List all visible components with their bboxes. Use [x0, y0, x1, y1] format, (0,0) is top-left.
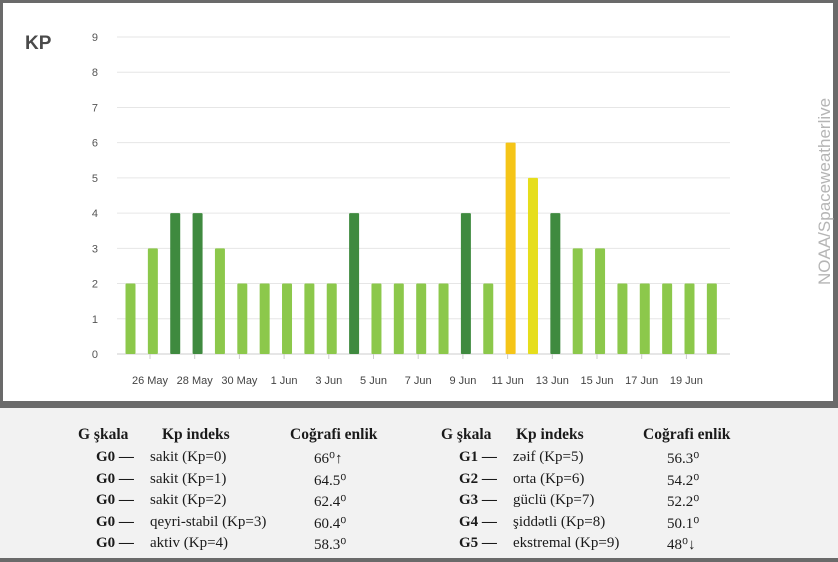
y-tick-label: 5 [92, 173, 98, 185]
kp-bar [460, 213, 471, 354]
x-tick-label: 5 Jun [360, 375, 387, 387]
table-row-scale: G0 — [96, 470, 134, 487]
kp-bar [527, 177, 538, 354]
x-tick-label: 19 Jun [670, 375, 703, 387]
table-row-latitude: 52.2⁰ [667, 494, 700, 510]
kp-bar [237, 283, 248, 354]
kp-bar [170, 213, 181, 354]
kp-bar [125, 283, 136, 354]
table-header: Kp indeks [162, 426, 230, 443]
table-row-latitude: 50.1⁰ [667, 515, 700, 532]
table-row-kp: aktiv (Kp=4) [150, 535, 229, 551]
x-tick-label: 28 May [177, 375, 214, 387]
kp-bar [595, 248, 606, 354]
table-row-scale: G4 — [459, 513, 497, 530]
table-row-latitude: 58.3⁰ [314, 537, 347, 553]
table-row-latitude: 62.4⁰ [314, 494, 347, 510]
kp-bar [259, 283, 270, 354]
y-tick-label: 2 [92, 279, 98, 291]
table-row-scale: G1 — [459, 449, 497, 465]
y-tick-label: 4 [92, 208, 98, 220]
y-tick-label: 3 [92, 243, 98, 255]
y-tick-label: 7 [92, 102, 98, 114]
kp-bar [282, 283, 293, 354]
table-row-latitude: 60.4⁰ [314, 515, 347, 532]
table-row-kp: qeyri-stabil (Kp=3) [150, 513, 267, 530]
kp-bar [393, 283, 404, 354]
kp-bar [371, 283, 382, 354]
table-header: Coğrafi enlik [643, 426, 731, 443]
y-tick-label: 1 [92, 314, 98, 326]
y-tick-label: 9 [92, 32, 98, 44]
table-header: Kp indeks [516, 426, 584, 443]
table-header: Coğrafi enlik [290, 426, 378, 443]
table-row-kp: ekstremal (Kp=9) [513, 535, 620, 551]
x-tick-label: 11 Jun [491, 375, 523, 387]
table-row-latitude: 48⁰↓ [667, 537, 696, 553]
table-row-scale: G0 — [96, 492, 134, 508]
table-row-scale: G0 — [96, 513, 134, 530]
kp-bar [662, 283, 673, 354]
x-tick-label: 3 Jun [315, 375, 342, 387]
x-tick-label: 26 May [132, 375, 169, 387]
table-row-latitude: 56.3⁰ [667, 451, 700, 467]
table-row-scale: G2 — [459, 470, 497, 487]
table-row-scale: G3 — [459, 492, 497, 508]
x-tick-label: 7 Jun [405, 375, 432, 387]
kp-bar [416, 283, 427, 354]
kp-bar [572, 248, 583, 354]
table-row-latitude: 54.2⁰ [667, 472, 700, 489]
kp-bar [483, 283, 494, 354]
kp-bar [438, 283, 449, 354]
table-row-scale: G5 — [459, 535, 497, 551]
x-tick-label: 15 Jun [580, 375, 613, 387]
x-tick-label: 13 Jun [536, 375, 569, 387]
x-tick-label: 30 May [221, 375, 258, 387]
kp-bar [684, 283, 695, 354]
table-row-kp: orta (Kp=6) [513, 470, 585, 487]
source-credit: NOAA/Spaceweatherlive [815, 97, 834, 285]
kp-bar [192, 213, 203, 354]
table-row-kp: şiddətli (Kp=8) [513, 513, 606, 530]
kp-bar [214, 248, 225, 354]
table-row-latitude: 64.5⁰ [314, 472, 347, 489]
y-tick-label: 6 [92, 138, 98, 150]
table-row-kp: sakit (Kp=1) [150, 470, 227, 487]
kp-bar [505, 142, 516, 354]
table-header: G şkala [78, 426, 129, 443]
kp-bar [147, 248, 158, 354]
table-row-scale: G0 — [96, 535, 134, 551]
y-tick-label: 8 [92, 67, 98, 79]
table-row-latitude: 66⁰↑ [314, 451, 343, 467]
kp-bar [349, 213, 360, 354]
chart-panel: KP 0 1 2 3 4 5 6 7 8 9 26 May 28 May 30 May 1 Jun 3 Ju… [3, 3, 834, 401]
kp-bar [639, 283, 650, 354]
x-tick-label: 1 Jun [271, 375, 298, 387]
x-tick-label: 17 Jun [625, 375, 658, 387]
y-tick-label: 0 [92, 349, 98, 361]
chart-title: KP [25, 33, 52, 54]
table-row-scale: G0 — [96, 449, 134, 465]
kp-bar [706, 283, 717, 354]
table-row-kp: sakit (Kp=2) [150, 492, 227, 508]
table-header: G şkala [441, 426, 492, 443]
g-scale-table: G şkala Kp indeks Coğrafi enlik G0 — sakit (… [0, 408, 838, 558]
kp-bar [617, 283, 628, 354]
table-row-kp: zəif (Kp=5) [513, 449, 584, 465]
table-row-kp: güclü (Kp=7) [513, 492, 595, 508]
x-tick-label: 9 Jun [449, 375, 476, 387]
kp-bar [550, 213, 561, 354]
table-row-kp: sakit (Kp=0) [150, 449, 227, 465]
kp-bar [304, 283, 315, 354]
kp-bar [326, 283, 337, 354]
kp-bar-chart: 0 1 2 3 4 5 6 7 8 9 26 May 28 May 30 May 1 Jun 3 Jun 5 … [92, 32, 730, 387]
